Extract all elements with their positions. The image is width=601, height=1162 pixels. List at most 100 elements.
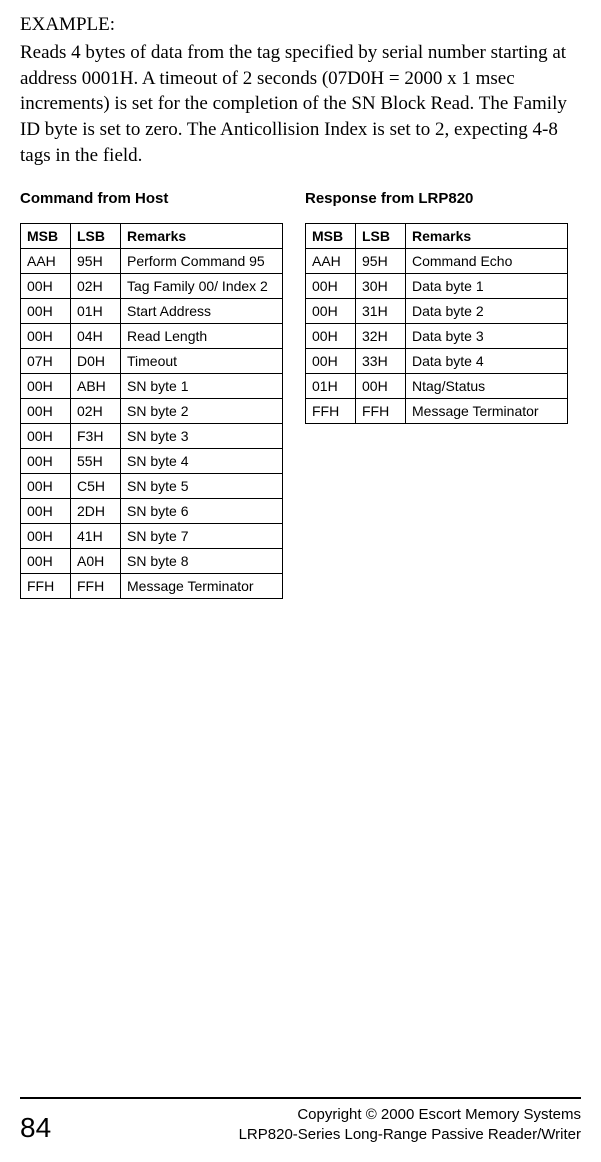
table-row: 00H02HTag Family 00/ Index 2: [21, 274, 283, 299]
cell-lsb: 55H: [71, 449, 121, 474]
cell-lsb: 04H: [71, 324, 121, 349]
cell-lsb: 41H: [71, 524, 121, 549]
cell-msb: 00H: [21, 399, 71, 424]
copyright-line1: Copyright © 2000 Escort Memory Systems: [239, 1105, 581, 1125]
cell-remarks: Start Address: [121, 299, 283, 324]
cell-msb: FFH: [21, 574, 71, 599]
left-table-section: Command from Host MSB LSB Remarks AAH95H…: [20, 190, 283, 599]
cell-remarks: SN byte 4: [121, 449, 283, 474]
cell-remarks: Tag Family 00/ Index 2: [121, 274, 283, 299]
cell-remarks: Data byte 2: [406, 299, 568, 324]
cell-remarks: Command Echo: [406, 249, 568, 274]
cell-lsb: 30H: [356, 274, 406, 299]
cell-msb: 00H: [306, 324, 356, 349]
table-row: 00H04HRead Length: [21, 324, 283, 349]
header-lsb: LSB: [356, 224, 406, 249]
copyright-block: Copyright © 2000 Escort Memory Systems L…: [239, 1105, 581, 1144]
header-remarks: Remarks: [406, 224, 568, 249]
table-row: 00H02HSN byte 2: [21, 399, 283, 424]
cell-msb: 00H: [306, 299, 356, 324]
table-row: 00HF3HSN byte 3: [21, 424, 283, 449]
cell-lsb: ABH: [71, 374, 121, 399]
cell-msb: FFH: [306, 399, 356, 424]
cell-lsb: C5H: [71, 474, 121, 499]
example-body: Reads 4 bytes of data from the tag speci…: [20, 40, 581, 168]
cell-remarks: Perform Command 95: [121, 249, 283, 274]
table-row: 07HD0HTimeout: [21, 349, 283, 374]
cell-lsb: 95H: [71, 249, 121, 274]
cell-lsb: A0H: [71, 549, 121, 574]
header-remarks: Remarks: [121, 224, 283, 249]
right-table: MSB LSB Remarks AAH95HCommand Echo00H30H…: [305, 223, 568, 424]
cell-msb: 00H: [21, 449, 71, 474]
left-table-title: Command from Host: [20, 190, 283, 207]
cell-remarks: Ntag/Status: [406, 374, 568, 399]
table-row: AAH95HCommand Echo: [306, 249, 568, 274]
table-header-row: MSB LSB Remarks: [306, 224, 568, 249]
table-row: 00HC5HSN byte 5: [21, 474, 283, 499]
table-row: 00H2DHSN byte 6: [21, 499, 283, 524]
cell-msb: 00H: [21, 274, 71, 299]
cell-remarks: SN byte 5: [121, 474, 283, 499]
cell-lsb: 2DH: [71, 499, 121, 524]
tables-row: Command from Host MSB LSB Remarks AAH95H…: [20, 190, 581, 599]
cell-lsb: FFH: [71, 574, 121, 599]
example-heading: EXAMPLE:: [20, 14, 581, 36]
cell-msb: 00H: [306, 349, 356, 374]
table-row: 00H01HStart Address: [21, 299, 283, 324]
right-table-section: Response from LRP820 MSB LSB Remarks AAH…: [305, 190, 568, 599]
cell-lsb: 95H: [356, 249, 406, 274]
cell-remarks: Data byte 3: [406, 324, 568, 349]
cell-lsb: 02H: [71, 274, 121, 299]
cell-lsb: FFH: [356, 399, 406, 424]
page-number: 84: [20, 1112, 51, 1144]
cell-remarks: SN byte 6: [121, 499, 283, 524]
table-row: 00H41HSN byte 7: [21, 524, 283, 549]
table-row: 00HA0HSN byte 8: [21, 549, 283, 574]
cell-msb: 00H: [21, 499, 71, 524]
cell-lsb: 33H: [356, 349, 406, 374]
cell-msb: 01H: [306, 374, 356, 399]
table-row: 00H32HData byte 3: [306, 324, 568, 349]
cell-msb: 00H: [306, 274, 356, 299]
cell-msb: 00H: [21, 324, 71, 349]
cell-lsb: 32H: [356, 324, 406, 349]
cell-remarks: Message Terminator: [406, 399, 568, 424]
cell-msb: 00H: [21, 299, 71, 324]
cell-remarks: SN byte 7: [121, 524, 283, 549]
cell-remarks: SN byte 3: [121, 424, 283, 449]
table-row: FFHFFHMessage Terminator: [306, 399, 568, 424]
cell-remarks: Data byte 4: [406, 349, 568, 374]
cell-msb: 00H: [21, 424, 71, 449]
table-row: 00H30HData byte 1: [306, 274, 568, 299]
table-row: 00H33HData byte 4: [306, 349, 568, 374]
table-header-row: MSB LSB Remarks: [21, 224, 283, 249]
table-row: 00H31HData byte 2: [306, 299, 568, 324]
header-lsb: LSB: [71, 224, 121, 249]
cell-msb: AAH: [21, 249, 71, 274]
table-row: 00HABHSN byte 1: [21, 374, 283, 399]
cell-msb: 00H: [21, 549, 71, 574]
cell-msb: 07H: [21, 349, 71, 374]
cell-lsb: D0H: [71, 349, 121, 374]
cell-remarks: Data byte 1: [406, 274, 568, 299]
cell-lsb: 00H: [356, 374, 406, 399]
table-row: 00H55HSN byte 4: [21, 449, 283, 474]
table-row: 01H00HNtag/Status: [306, 374, 568, 399]
cell-remarks: Read Length: [121, 324, 283, 349]
cell-remarks: Timeout: [121, 349, 283, 374]
cell-remarks: SN byte 8: [121, 549, 283, 574]
cell-lsb: 02H: [71, 399, 121, 424]
table-row: AAH95HPerform Command 95: [21, 249, 283, 274]
header-msb: MSB: [306, 224, 356, 249]
cell-remarks: SN byte 1: [121, 374, 283, 399]
cell-lsb: F3H: [71, 424, 121, 449]
cell-msb: 00H: [21, 474, 71, 499]
cell-msb: 00H: [21, 374, 71, 399]
cell-lsb: 31H: [356, 299, 406, 324]
cell-remarks: Message Terminator: [121, 574, 283, 599]
cell-msb: 00H: [21, 524, 71, 549]
cell-msb: AAH: [306, 249, 356, 274]
copyright-line2: LRP820-Series Long-Range Passive Reader/…: [239, 1125, 581, 1145]
cell-remarks: SN byte 2: [121, 399, 283, 424]
